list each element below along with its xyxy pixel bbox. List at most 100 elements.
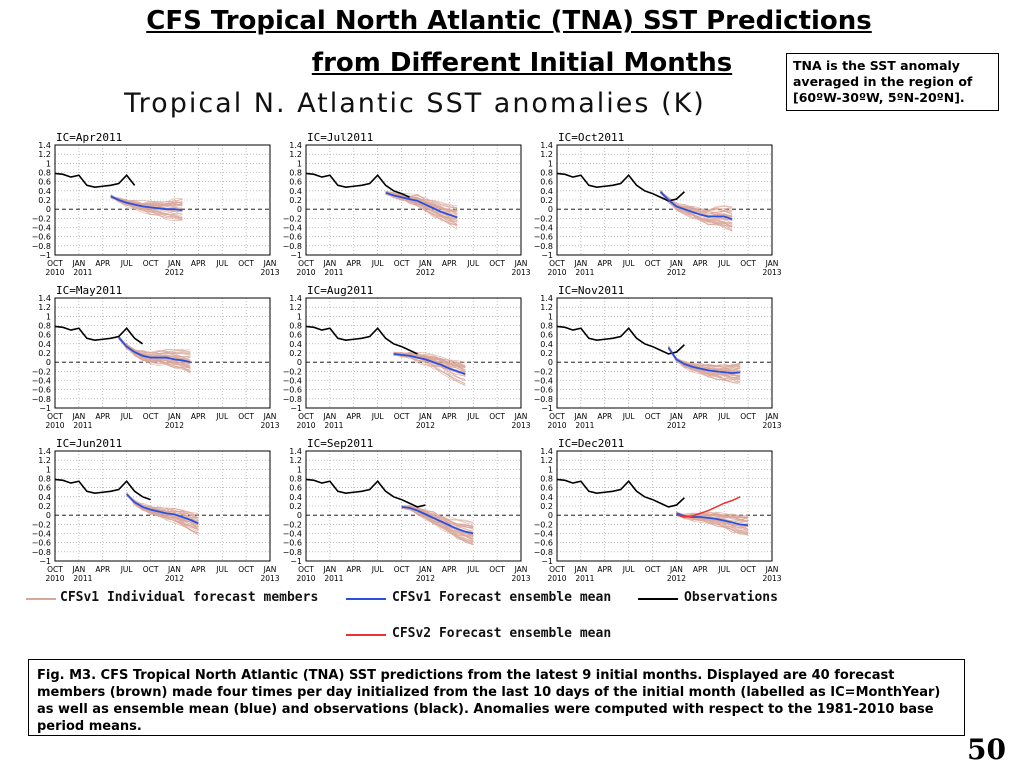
y-tick-label: −0.2 (32, 214, 51, 223)
x-tick-label: JAN (765, 259, 779, 268)
observations-line (54, 172, 136, 188)
y-tick-label: 0.8 (38, 169, 51, 178)
y-tick-label: −0.8 (534, 548, 553, 557)
ensemble-member-line (660, 192, 733, 230)
x-year-label: 2013 (260, 574, 279, 583)
x-year-label: 2012 (165, 421, 184, 430)
y-tick-label: 1.2 (38, 456, 51, 465)
x-tick-label: OCT (549, 412, 565, 421)
plot-frame (556, 144, 773, 256)
ensemble-member-line (385, 191, 458, 206)
x-year-label: 2011 (575, 268, 594, 277)
observations-line (305, 325, 418, 355)
x-tick-label: JAN (514, 565, 528, 574)
ensemble-member-line (660, 189, 733, 227)
x-year-label: 2011 (73, 268, 92, 277)
y-tick-label: −0.4 (283, 530, 302, 539)
x-tick-label: APR (442, 565, 457, 574)
ensemble-member-line (668, 346, 741, 370)
x-year-label: 2012 (667, 268, 686, 277)
x-tick-label: JAN (167, 259, 181, 268)
y-tick-label: 1.4 (540, 294, 553, 303)
y-tick-label: −0.6 (534, 539, 553, 548)
ensemble-member-line (385, 191, 458, 212)
y-tick-label: −0.2 (283, 520, 302, 529)
x-tick-label: JAN (167, 412, 181, 421)
x-year-label: 2012 (416, 268, 435, 277)
y-tick-label: −0.8 (283, 548, 302, 557)
x-year-label: 2013 (511, 421, 530, 430)
y-tick-label: −0.8 (32, 548, 51, 557)
x-year-label: 2011 (575, 421, 594, 430)
y-tick-label: 0 (548, 205, 553, 214)
y-tick-label: 1 (297, 465, 302, 474)
y-tick-label: 0.2 (540, 349, 553, 358)
y-tick-label: 1 (46, 159, 51, 168)
x-tick-label: OCT (740, 259, 756, 268)
ensemble-member-line (393, 352, 466, 380)
x-tick-label: JAN (514, 412, 528, 421)
x-tick-label: JUL (120, 565, 134, 574)
x-tick-label: OCT (238, 259, 254, 268)
x-year-label: 2012 (416, 421, 435, 430)
y-tick-label: −1 (290, 251, 302, 260)
cfsv1-mean-line (118, 336, 191, 364)
y-tick-label: 1.4 (289, 294, 302, 303)
y-tick-label: −1 (39, 557, 51, 566)
y-tick-label: 1 (297, 312, 302, 321)
x-year-label: 2012 (667, 574, 686, 583)
x-year-label: 2010 (547, 574, 566, 583)
x-tick-label: OCT (298, 412, 314, 421)
cfsv1-mean-line (401, 506, 474, 535)
panel-ic-label: IC=Oct2011 (558, 131, 624, 144)
y-tick-label: −0.4 (534, 530, 553, 539)
x-tick-label: APR (693, 412, 708, 421)
x-tick-label: JAN (573, 412, 587, 421)
y-tick-label: −0.2 (32, 367, 51, 376)
slide-title-line1: CFS Tropical North Atlantic (TNA) SST Pr… (146, 6, 872, 36)
panel-ic-label: IC=May2011 (56, 284, 122, 297)
ensemble-member-line (401, 506, 474, 540)
x-tick-label: OCT (645, 412, 661, 421)
y-tick-label: −0.6 (283, 233, 302, 242)
y-tick-label: 1 (548, 465, 553, 474)
y-tick-label: 0.2 (289, 196, 302, 205)
x-tick-label: JAN (322, 565, 336, 574)
x-tick-label: OCT (143, 412, 159, 421)
x-tick-label: JUL (717, 565, 731, 574)
x-tick-label: JAN (263, 259, 277, 268)
x-year-label: 2011 (324, 268, 343, 277)
y-tick-label: 0.4 (289, 187, 302, 196)
x-tick-label: JUL (371, 259, 385, 268)
y-tick-label: 0.6 (289, 484, 302, 493)
y-tick-label: −0.4 (32, 377, 51, 386)
x-tick-label: OCT (298, 565, 314, 574)
chart-panel: 1.41.210.80.60.40.20−0.2−0.4−0.6−0.8−1OC… (534, 131, 782, 277)
x-tick-label: OCT (238, 412, 254, 421)
y-tick-label: −0.8 (32, 395, 51, 404)
x-tick-label: OCT (549, 565, 565, 574)
panel-ic-label: IC=Aug2011 (307, 284, 373, 297)
y-tick-label: 0 (548, 358, 553, 367)
ensemble-member-line (393, 352, 466, 369)
x-tick-label: JUL (120, 259, 134, 268)
panel-ic-label: IC=Jul2011 (307, 131, 373, 144)
ensemble-member-line (126, 494, 199, 536)
x-tick-label: OCT (645, 259, 661, 268)
x-year-label: 2011 (324, 574, 343, 583)
y-tick-label: −1 (39, 404, 51, 413)
y-tick-label: 0.4 (540, 493, 553, 502)
y-tick-label: 0.4 (38, 187, 51, 196)
y-tick-label: 0.6 (38, 178, 51, 187)
y-tick-label: −0.2 (534, 367, 553, 376)
y-tick-label: 0.4 (289, 340, 302, 349)
plot-frame (556, 297, 773, 409)
x-tick-label: APR (442, 412, 457, 421)
chart-panel: 1.41.210.80.60.40.20−0.2−0.4−0.6−0.8−1OC… (283, 437, 531, 583)
x-tick-label: APR (191, 259, 206, 268)
x-tick-label: APR (693, 565, 708, 574)
x-tick-label: OCT (394, 259, 410, 268)
x-tick-label: APR (442, 259, 457, 268)
x-tick-label: JAN (669, 259, 683, 268)
x-year-label: 2011 (324, 421, 343, 430)
